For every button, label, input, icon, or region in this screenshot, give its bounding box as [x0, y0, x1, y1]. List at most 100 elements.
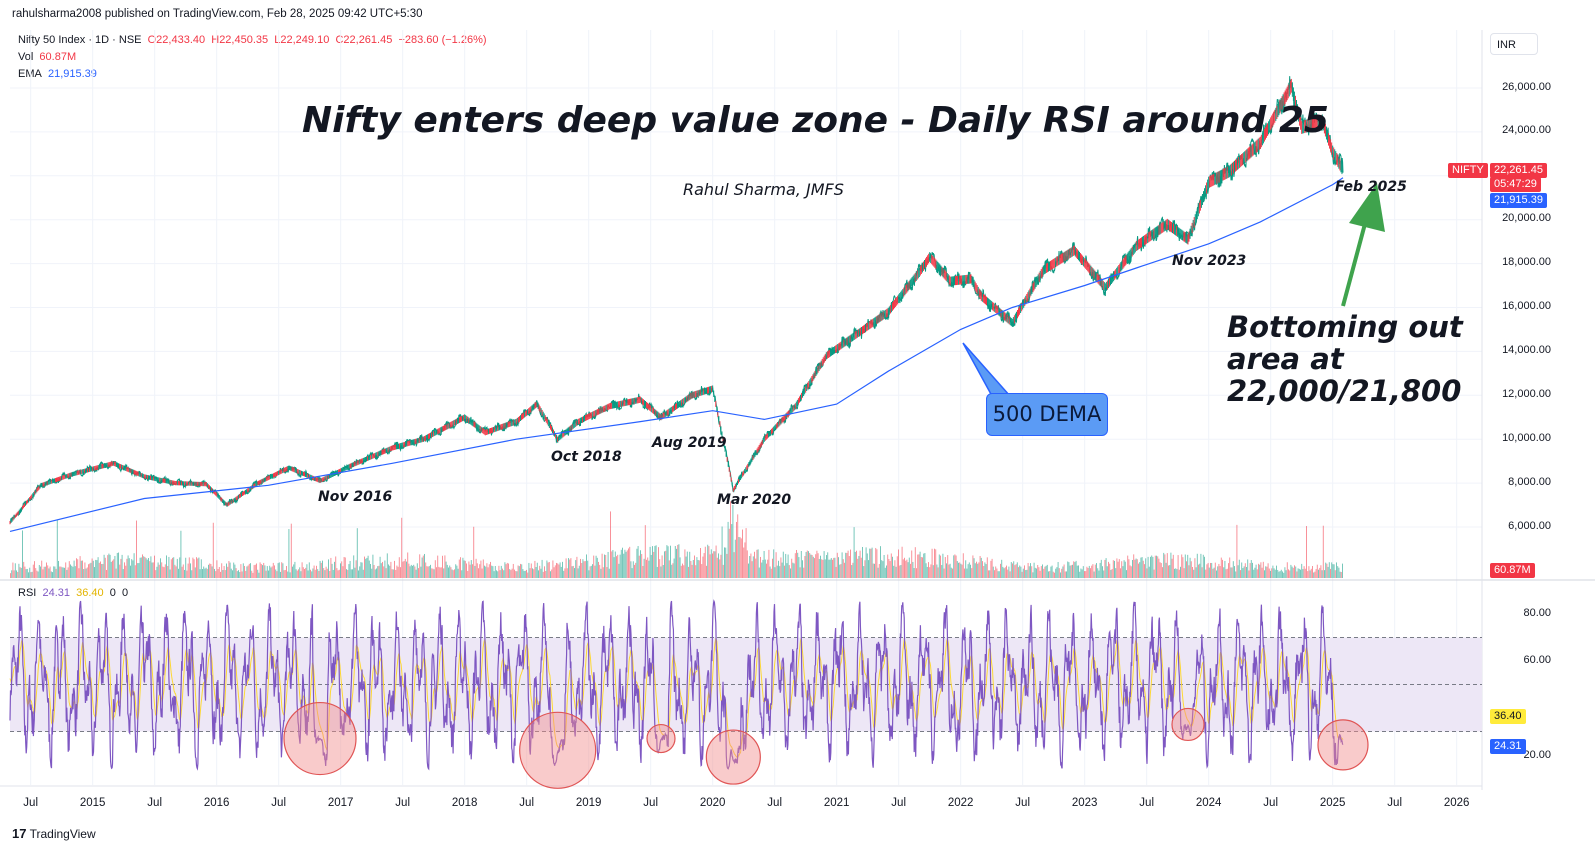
volume-bar: [1151, 555, 1153, 578]
volume-bar: [1200, 553, 1202, 578]
volume-bar: [844, 562, 845, 578]
price-tick: 18,000.00: [1502, 256, 1551, 268]
volume-bar: [895, 566, 897, 578]
volume-bar: [1272, 565, 1274, 578]
volume-bar: [1141, 557, 1143, 578]
volume-bar: [1120, 568, 1121, 578]
volume-bar: [116, 552, 118, 578]
volume-bar: [85, 568, 87, 578]
volume-bar: [1309, 570, 1311, 578]
volume-label[interactable]: Vol: [18, 51, 34, 63]
volume-bar: [1073, 561, 1075, 578]
volume-bar: [860, 557, 862, 578]
volume-bar: [755, 558, 757, 578]
time-tick: Jul: [147, 797, 163, 809]
volume-bar: [294, 561, 296, 578]
volume-bar: [1276, 565, 1277, 578]
volume-bar: [1001, 559, 1003, 578]
ohlc-open: O22,433.40: [147, 34, 206, 46]
volume-bar: [404, 558, 406, 578]
volume-bar: [202, 569, 203, 578]
volume-bar: [689, 551, 691, 578]
volume-bar: [1087, 567, 1089, 578]
volume-bar: [950, 567, 952, 578]
ema-price-badge: 21,915.39: [1490, 193, 1547, 208]
volume-bar: [482, 559, 484, 578]
volume-bar: [216, 560, 218, 578]
volume-bar: [842, 559, 844, 578]
volume-bar: [1020, 566, 1022, 578]
volume-bar: [340, 563, 341, 578]
volume-bar: [326, 568, 328, 578]
volume-bar: [1175, 568, 1177, 578]
volume-bar: [1086, 566, 1088, 578]
volume-bar: [415, 569, 417, 578]
volume-badge: 60.87M: [1490, 563, 1535, 578]
volume-bar: [676, 548, 677, 578]
volume-bar: [784, 565, 785, 578]
tradingview-logo[interactable]: 17 TradingView: [12, 826, 96, 841]
volume-bar: [136, 520, 137, 578]
volume-bar: [1216, 570, 1217, 578]
volume-bar: [439, 567, 441, 578]
volume-bar: [770, 568, 772, 578]
volume-bar: [73, 560, 75, 578]
volume-bar: [324, 570, 326, 578]
volume-bar: [973, 558, 975, 578]
volume-bar: [823, 551, 825, 578]
volume-bar: [96, 560, 98, 578]
ohlc-low: L22,249.10: [274, 34, 330, 46]
volume-bar: [1212, 568, 1214, 578]
tradingview-logo-icon: 17: [12, 826, 27, 841]
volume-bar: [396, 565, 398, 578]
volume-bar: [301, 562, 303, 578]
volume-bar: [936, 564, 938, 578]
volume-bar: [545, 570, 547, 578]
volume-bar: [491, 565, 493, 578]
rsi-tick: 20.00: [1523, 749, 1551, 761]
volume-bar: [146, 559, 148, 578]
volume-bar: [990, 560, 992, 578]
volume-bar: [1225, 569, 1227, 578]
volume-bar: [1286, 562, 1288, 578]
volume-bar: [187, 563, 189, 578]
volume-bar: [952, 568, 953, 578]
volume-bar: [1042, 564, 1043, 578]
volume-bar: [595, 555, 597, 578]
volume-bar: [1026, 569, 1028, 578]
volume-bar: [130, 565, 131, 578]
volume-bar: [751, 561, 753, 578]
volume-bar: [893, 565, 895, 578]
ema-label[interactable]: EMA: [18, 68, 42, 80]
volume-bar: [542, 571, 544, 578]
volume-bar: [840, 564, 842, 578]
volume-bar: [270, 567, 272, 578]
volume-bar: [529, 568, 531, 578]
volume-bar: [679, 557, 681, 578]
time-tick: 2019: [575, 797, 602, 809]
volume-bar: [914, 547, 916, 578]
volume-bar: [12, 562, 14, 578]
volume-bar: [356, 528, 358, 578]
volume-bar: [1333, 564, 1335, 578]
volume-bar: [713, 551, 715, 578]
volume-bar: [214, 568, 215, 578]
volume-bar: [871, 547, 873, 578]
volume-bar: [851, 565, 853, 578]
price-tick: 20,000.00: [1502, 212, 1551, 224]
volume-bar: [578, 565, 580, 578]
volume-bar: [84, 562, 86, 578]
symbol-name[interactable]: Nifty 50 Index · 1D · NSE: [18, 34, 142, 46]
volume-bar: [61, 567, 63, 578]
volume-bar: [53, 566, 55, 578]
volume-bar: [653, 551, 655, 578]
volume-bar: [644, 525, 646, 578]
volume-bar: [1342, 563, 1343, 578]
label-nov-2023: Nov 2023: [1172, 253, 1247, 269]
volume-bar: [148, 558, 149, 578]
currency-selector[interactable]: INR: [1490, 33, 1538, 55]
volume-bar: [600, 568, 602, 578]
volume-bar: [707, 544, 709, 578]
rsi-label[interactable]: RSI: [18, 587, 37, 599]
